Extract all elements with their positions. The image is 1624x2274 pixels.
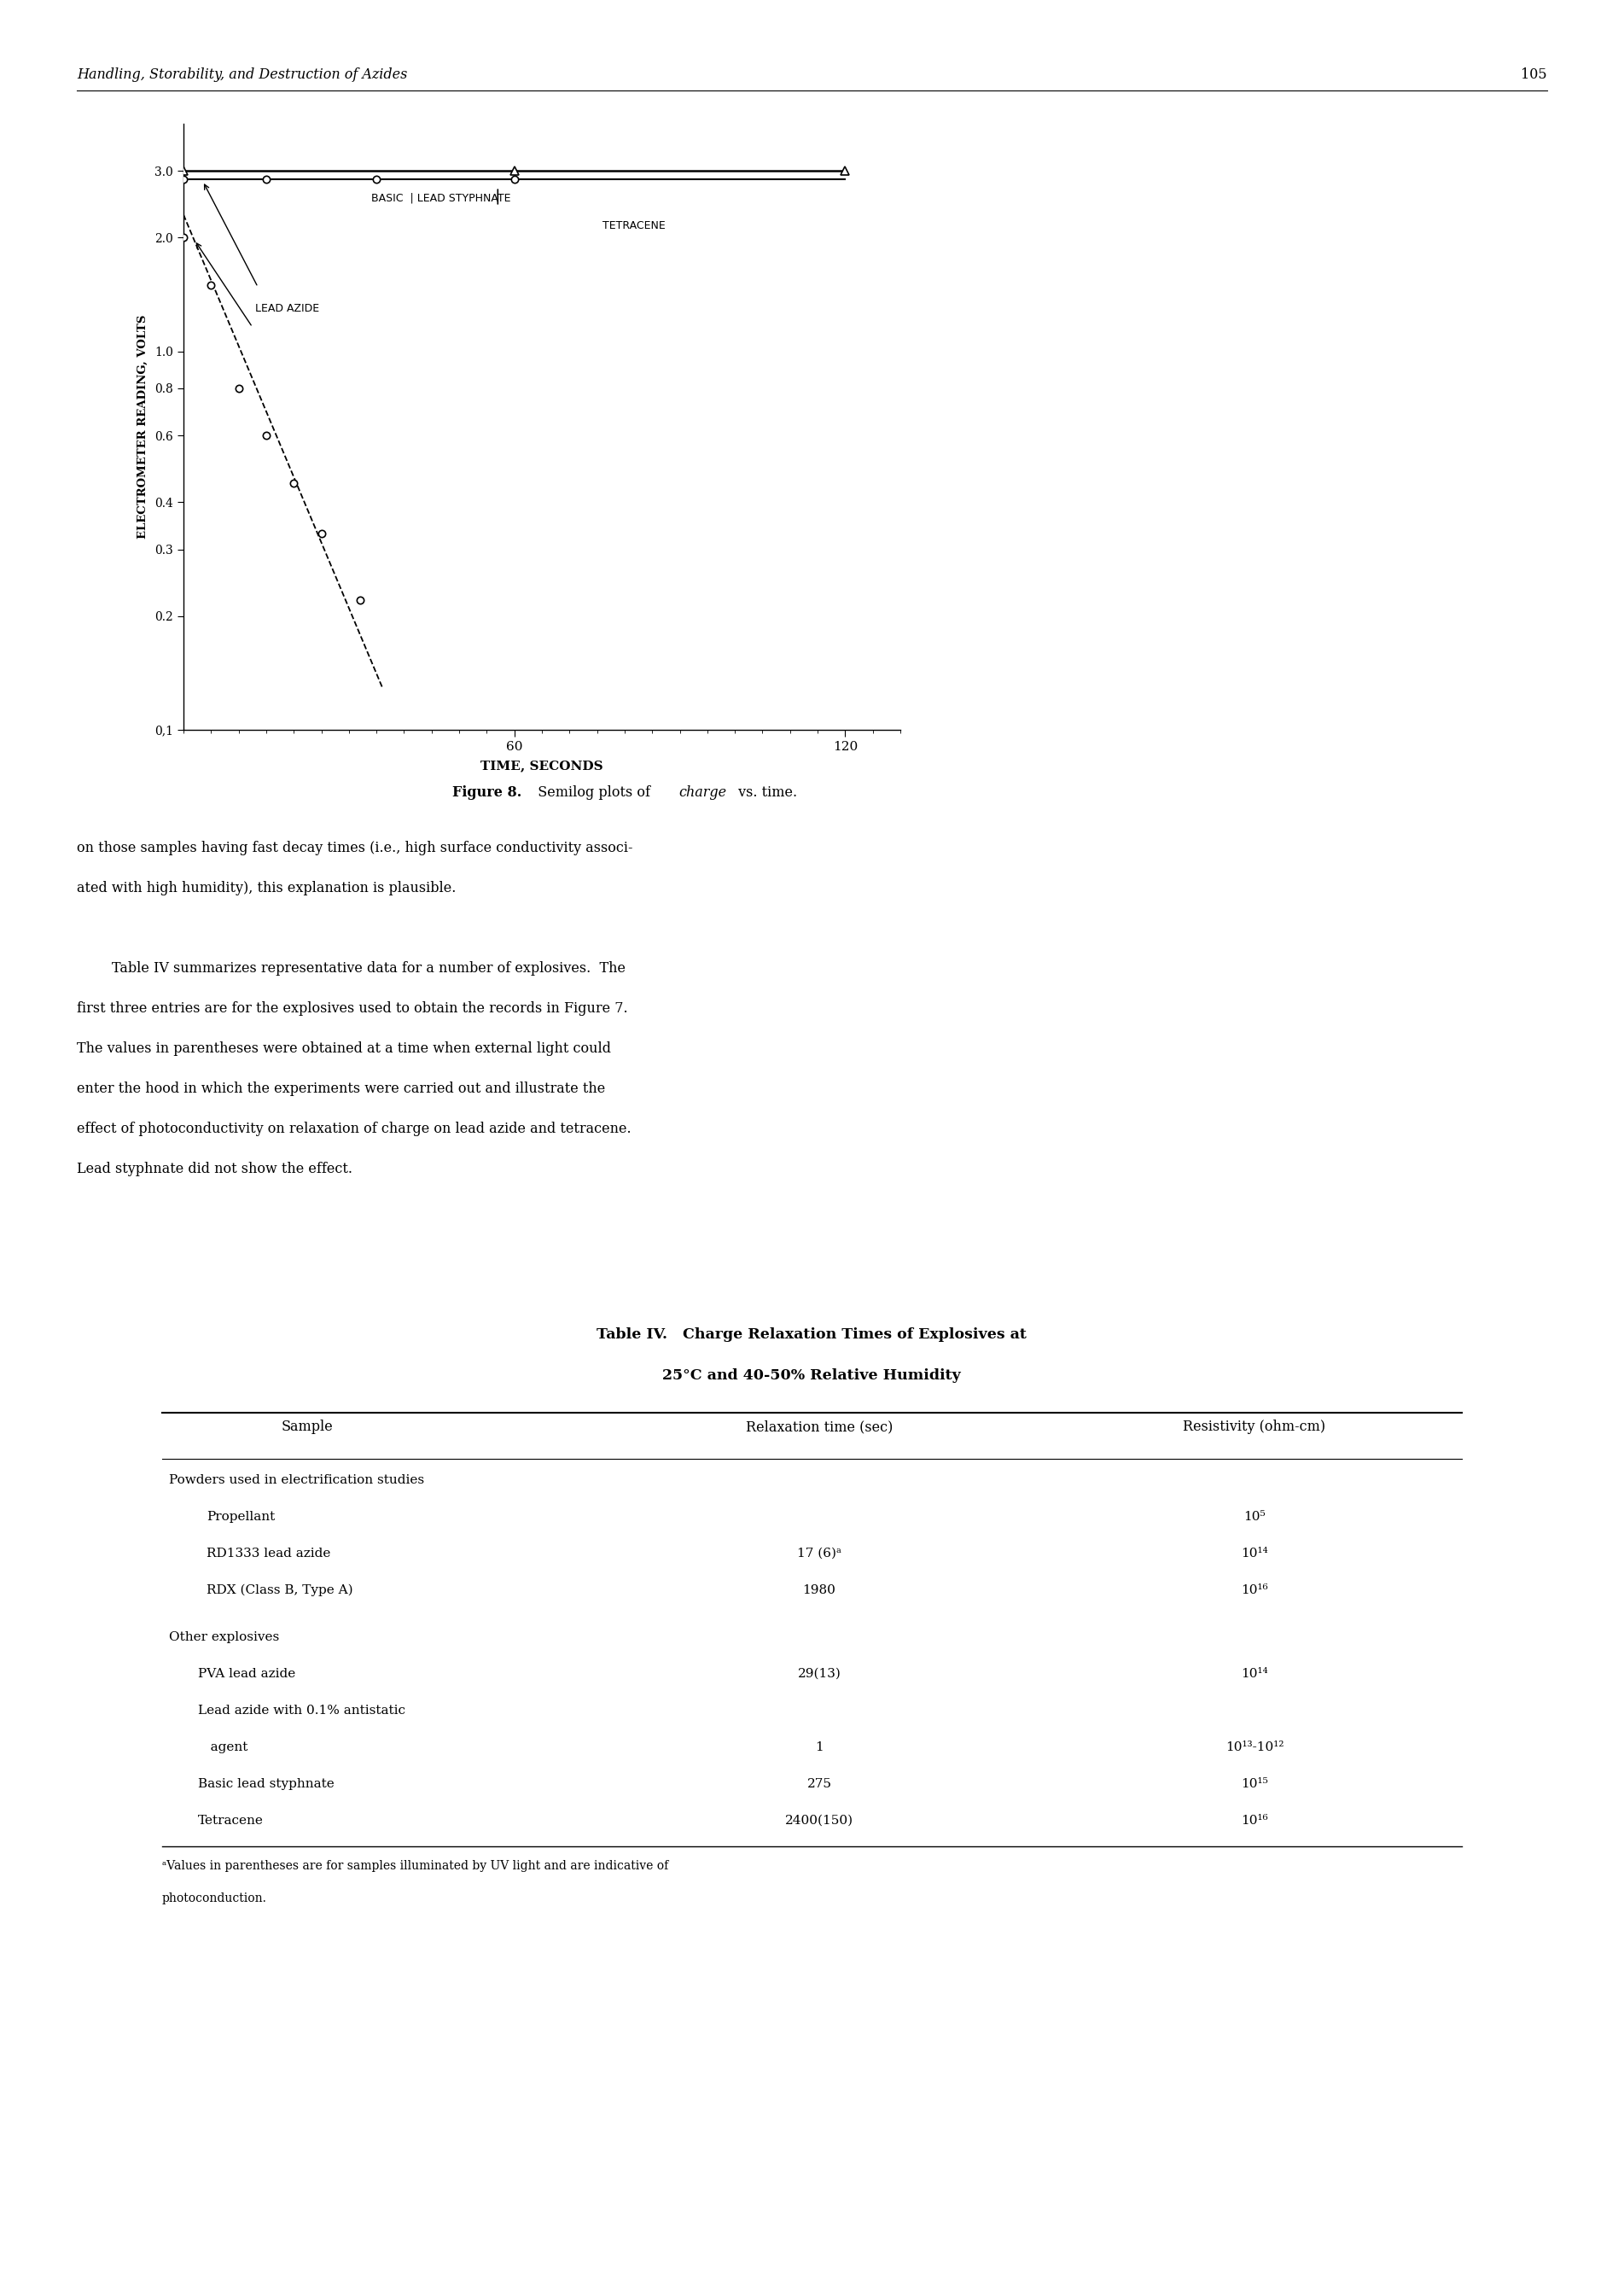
Text: 275: 275 <box>807 1778 831 1790</box>
Text: 10¹⁶: 10¹⁶ <box>1241 1815 1268 1826</box>
Text: on those samples having fast decay times (i.e., high surface conductivity associ: on those samples having fast decay times… <box>76 841 633 855</box>
Text: Lead azide with 0.1% antistatic: Lead azide with 0.1% antistatic <box>198 1706 406 1717</box>
Text: vs. time.: vs. time. <box>734 785 797 800</box>
Text: RDX (Class B, Type A): RDX (Class B, Type A) <box>206 1585 352 1596</box>
Text: PVA lead azide: PVA lead azide <box>198 1667 296 1680</box>
Text: Tetracene: Tetracene <box>198 1815 263 1826</box>
Text: 10¹⁴: 10¹⁴ <box>1241 1667 1268 1680</box>
Text: BASIC  | LEAD STYPHNATE: BASIC | LEAD STYPHNATE <box>370 193 510 202</box>
Text: enter the hood in which the experiments were carried out and illustrate the: enter the hood in which the experiments … <box>76 1082 606 1096</box>
Text: effect of photoconductivity on relaxation of charge on lead azide and tetracene.: effect of photoconductivity on relaxatio… <box>76 1121 632 1137</box>
Text: Propellant: Propellant <box>206 1510 274 1524</box>
Text: agent: agent <box>198 1742 248 1753</box>
Text: 10⁵: 10⁵ <box>1244 1510 1265 1524</box>
Text: Semilog plots of: Semilog plots of <box>529 785 654 800</box>
Text: Basic lead styphnate: Basic lead styphnate <box>198 1778 335 1790</box>
Text: Sample: Sample <box>281 1419 333 1435</box>
Y-axis label: ELECTROMETER READING, VOLTS: ELECTROMETER READING, VOLTS <box>138 314 149 539</box>
Text: 1: 1 <box>815 1742 823 1753</box>
Text: The values in parentheses were obtained at a time when external light could: The values in parentheses were obtained … <box>76 1041 611 1055</box>
Text: Relaxation time (sec): Relaxation time (sec) <box>745 1419 893 1435</box>
Text: first three entries are for the explosives used to obtain the records in Figure : first three entries are for the explosiv… <box>76 1001 628 1016</box>
Text: Powders used in electrification studies: Powders used in electrification studies <box>169 1474 424 1487</box>
Text: Resistivity (ohm-cm): Resistivity (ohm-cm) <box>1184 1419 1325 1435</box>
Text: 29(13): 29(13) <box>797 1667 841 1680</box>
Text: Other explosives: Other explosives <box>169 1630 279 1644</box>
Text: ᵃValues in parentheses are for samples illuminated by UV light and are indicativ: ᵃValues in parentheses are for samples i… <box>162 1860 669 1872</box>
Text: Table IV.   Charge Relaxation Times of Explosives at: Table IV. Charge Relaxation Times of Exp… <box>596 1328 1026 1342</box>
Text: 2400(150): 2400(150) <box>784 1815 854 1826</box>
Text: 105: 105 <box>1522 68 1548 82</box>
Text: charge: charge <box>679 785 726 800</box>
Text: RD1333 lead azide: RD1333 lead azide <box>206 1549 331 1560</box>
Text: 10¹³-10¹²: 10¹³-10¹² <box>1224 1742 1283 1753</box>
Text: Lead styphnate did not show the effect.: Lead styphnate did not show the effect. <box>76 1162 352 1176</box>
Text: 17 (6)ᵃ: 17 (6)ᵃ <box>797 1549 841 1560</box>
Text: Figure 8.: Figure 8. <box>453 785 521 800</box>
Text: photoconduction.: photoconduction. <box>162 1892 266 1903</box>
Text: TETRACENE: TETRACENE <box>603 221 666 232</box>
Text: Table IV summarizes representative data for a number of explosives.  The: Table IV summarizes representative data … <box>76 962 625 976</box>
Text: LEAD AZIDE: LEAD AZIDE <box>255 302 320 314</box>
Text: 10¹⁵: 10¹⁵ <box>1241 1778 1268 1790</box>
X-axis label: TIME, SECONDS: TIME, SECONDS <box>481 760 603 773</box>
Text: 1980: 1980 <box>802 1585 836 1596</box>
Text: Handling, Storability, and Destruction of Azides: Handling, Storability, and Destruction o… <box>76 68 408 82</box>
Text: 10¹⁶: 10¹⁶ <box>1241 1585 1268 1596</box>
Text: 10¹⁴: 10¹⁴ <box>1241 1549 1268 1560</box>
Text: 25°C and 40-50% Relative Humidity: 25°C and 40-50% Relative Humidity <box>663 1369 961 1383</box>
Text: ated with high humidity), this explanation is plausible.: ated with high humidity), this explanati… <box>76 880 456 896</box>
